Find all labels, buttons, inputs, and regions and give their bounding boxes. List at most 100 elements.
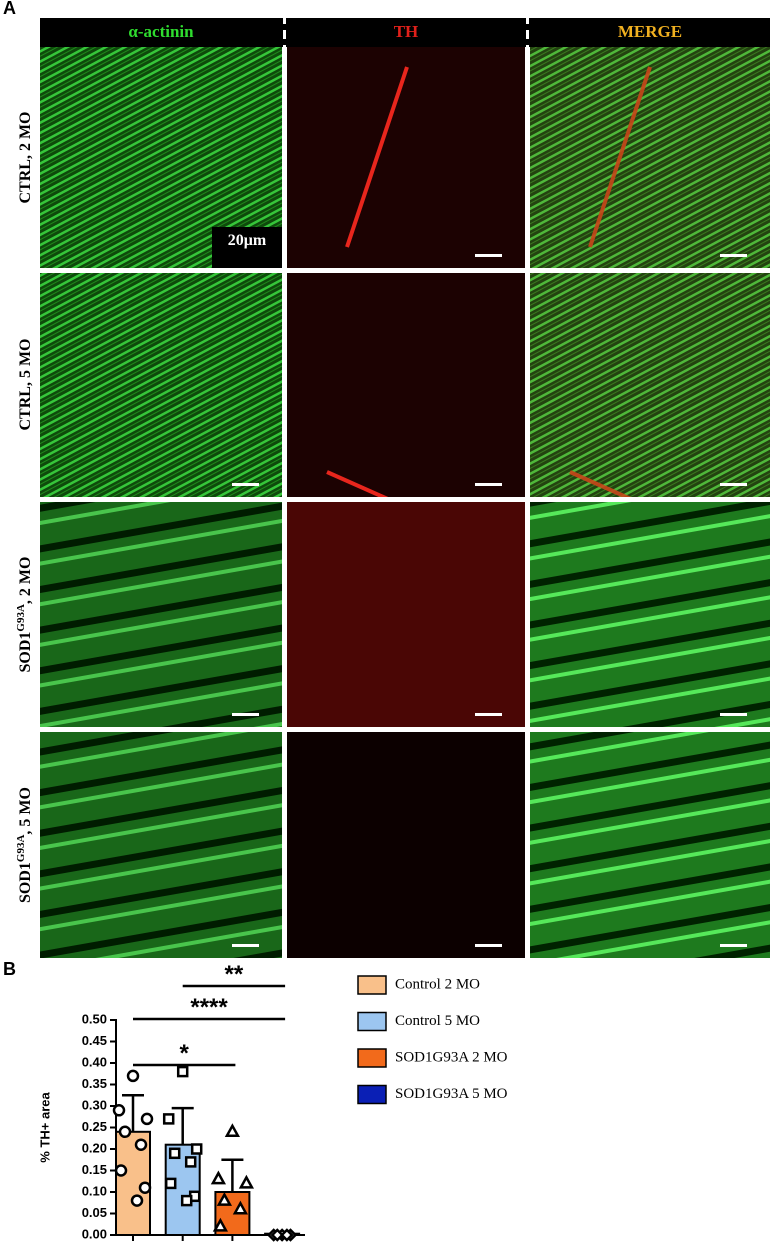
micrograph [287, 272, 525, 514]
data-point [232, 1200, 249, 1215]
micrograph-image [530, 502, 770, 727]
row-separator [40, 497, 770, 502]
data-point [114, 1164, 128, 1177]
micrograph [40, 732, 282, 958]
error-bar [171, 1106, 194, 1145]
data-point [176, 1065, 189, 1078]
micrograph [40, 272, 282, 497]
micrograph [530, 502, 770, 727]
row-separator [40, 268, 770, 273]
micrograph-image [40, 732, 282, 958]
bar-group [210, 1123, 255, 1236]
row-label-part: , 5 MO [17, 787, 34, 835]
micrograph-image [287, 502, 525, 727]
micrograph [40, 502, 282, 727]
data-point [210, 1170, 227, 1185]
micrograph [530, 272, 770, 514]
legend-label: Control 2 MO [395, 976, 480, 992]
data-point [140, 1112, 154, 1126]
y-tick-label: 0.15 [82, 1162, 107, 1177]
data-point [238, 1174, 255, 1189]
row-label-part: , 2 MO [17, 557, 34, 605]
micrograph-image [40, 272, 282, 497]
data-point [112, 1104, 126, 1117]
row-label-part: SOD1 [17, 632, 34, 673]
legend-swatch [357, 1048, 387, 1068]
row-label-part: CTRL, 5 MO [17, 339, 34, 431]
nerve-signal [345, 66, 409, 248]
micrograph [287, 47, 525, 268]
row-label-part: G93A [15, 835, 27, 863]
data-point [126, 1069, 140, 1083]
micrograph [530, 47, 770, 268]
scale-bar [720, 944, 747, 947]
significance-label: ** [225, 961, 244, 988]
micrograph [530, 732, 770, 958]
legend-label: SOD1G93A 5 MO [395, 1086, 508, 1102]
significance-label: **** [190, 994, 228, 1021]
bar-group [162, 1065, 203, 1236]
data-point [216, 1192, 233, 1206]
data-point [134, 1138, 148, 1151]
bar-chart: B % TH+ area 0.00 0.05 0.10 0.15 0.20 0.25 0.30 0… [3, 959, 508, 1242]
scale-bar [720, 483, 747, 486]
column-header: TH [394, 22, 419, 41]
error-bar [122, 1094, 144, 1132]
micrograph-image [287, 272, 525, 497]
scale-box [212, 227, 282, 268]
row-label-part: G93A [15, 604, 27, 632]
y-tick-label: 0.30 [82, 1097, 107, 1112]
data-point [184, 1156, 197, 1168]
data-point [162, 1113, 175, 1125]
y-tick-label: 0.45 [82, 1033, 107, 1048]
scale-bar [475, 713, 502, 716]
y-axis-label: % TH+ area [37, 1092, 52, 1163]
data-point [130, 1194, 144, 1207]
scale-bar [232, 944, 259, 947]
micrograph-image [530, 272, 770, 497]
row-label-part: CTRL, 2 MO [17, 112, 34, 204]
micrograph-grid: α-actinin TH MERGE CTRL, 2 MO CTRL, 5 MO SOD1… [15, 0, 770, 958]
data-point [168, 1147, 181, 1160]
y-tick-label: 0.20 [82, 1140, 107, 1155]
y-tick-label: 0.25 [82, 1119, 107, 1134]
significance-label: * [180, 1040, 190, 1067]
data-point [224, 1123, 241, 1138]
legend-label: SOD1G93A 2 MO [395, 1049, 508, 1065]
row-label: SOD1G93A, 5 MO [15, 787, 34, 903]
micrograph-image [40, 502, 282, 727]
data-point [138, 1181, 152, 1194]
y-tick-label: 0.50 [82, 1011, 107, 1026]
row-separator [40, 727, 770, 732]
data-point [212, 1217, 229, 1232]
legend-swatch [357, 1084, 387, 1105]
micrograph-image [287, 47, 525, 268]
data-point [190, 1143, 203, 1155]
y-tick-label: 0.00 [82, 1226, 107, 1241]
legend-swatch [357, 975, 387, 995]
micrograph-shade [40, 732, 282, 958]
y-tick-label: 0.40 [82, 1054, 107, 1069]
bar-group [112, 1069, 154, 1237]
row-label: CTRL, 5 MO [17, 339, 34, 431]
micrograph [287, 502, 525, 727]
scale-bar [475, 483, 502, 486]
y-tick-label: 0.10 [82, 1183, 107, 1198]
scale-bar [475, 254, 502, 257]
y-tick-label: 0.05 [82, 1205, 107, 1220]
scale-bar [720, 254, 747, 257]
panel-label: B [3, 959, 16, 979]
data-point [280, 1228, 294, 1242]
column-header: α-actinin [128, 22, 194, 41]
legend-label: Control 5 MO [395, 1013, 480, 1029]
scale-label: 20μm [228, 232, 267, 249]
scale-bar [232, 713, 259, 716]
micrograph [287, 732, 525, 958]
data-point [164, 1177, 177, 1190]
scale-bar [720, 713, 747, 716]
row-label: SOD1G93A, 2 MO [15, 557, 34, 673]
column-header: MERGE [618, 22, 682, 41]
nerve-signal [588, 66, 652, 248]
scale-bar [475, 944, 502, 947]
